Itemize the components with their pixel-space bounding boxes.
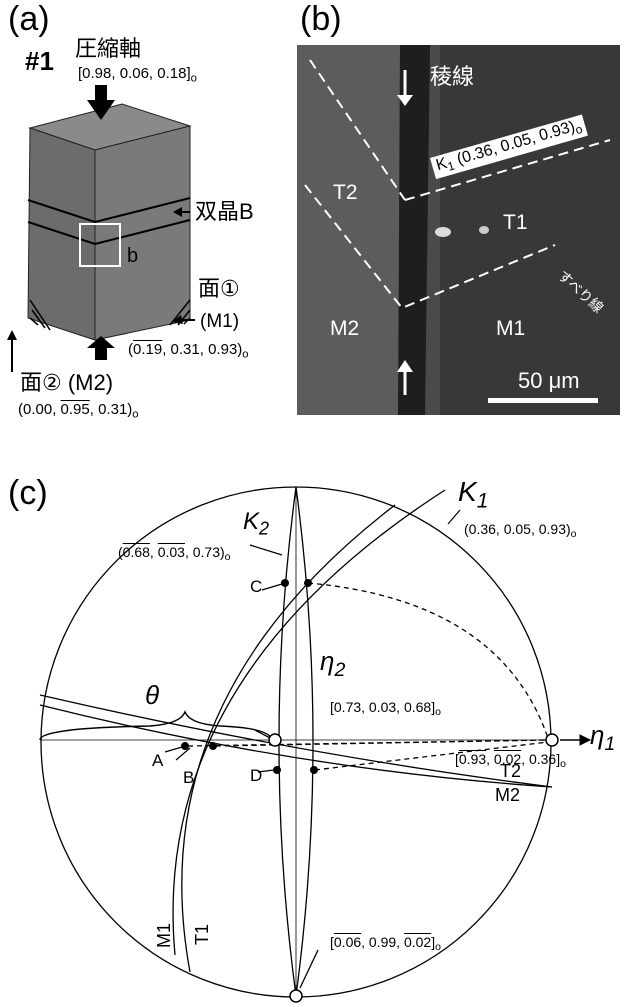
index: 0.68	[404, 699, 431, 715]
face-name: (M1)	[200, 312, 239, 331]
k2-label: K2	[243, 510, 269, 537]
region-label: T1	[503, 212, 528, 233]
direction: [0.73, 0.03, 0.68]o	[330, 700, 441, 718]
index: 0.93	[539, 521, 566, 537]
index: 0.36	[529, 751, 556, 767]
separator: ,	[185, 544, 193, 560]
subscript: o	[132, 408, 138, 420]
separator: ,	[361, 934, 369, 950]
k1-label: K1	[458, 478, 488, 511]
separator: ,	[396, 934, 404, 950]
direction: (0.19, 0.31, 0.93)o	[128, 342, 249, 361]
panel-label: (a)	[8, 2, 50, 36]
subscript: o	[191, 72, 197, 84]
index: 0.31	[171, 341, 200, 358]
separator: ,	[90, 401, 98, 418]
theta-label: θ	[145, 682, 159, 708]
point-label: D	[250, 767, 262, 784]
index: 0.93	[459, 751, 486, 767]
direction: [0.06, 0.99, 0.02]o	[330, 935, 441, 953]
separator: ,	[486, 751, 494, 767]
region-label: M1	[496, 318, 525, 339]
sample-label: #1	[25, 48, 54, 74]
eta1-label: η1	[590, 722, 615, 754]
trace-label: T2	[500, 762, 521, 780]
index: 0.06	[120, 65, 149, 82]
region-label: T2	[333, 182, 358, 203]
point-label: C	[250, 578, 262, 595]
separator: ,	[496, 521, 504, 537]
point-label: A	[152, 752, 163, 769]
axis-title: 圧縮軸	[75, 38, 141, 60]
subscript: 2	[259, 518, 269, 538]
index: 0.73	[334, 699, 361, 715]
separator: ,	[149, 65, 157, 82]
face-label: 面② (M2)	[20, 372, 113, 394]
subscript: 1	[604, 733, 615, 755]
subscript: o	[571, 528, 577, 540]
symbol: K	[243, 508, 259, 535]
region-label: M2	[330, 318, 359, 339]
point-label: B	[183, 769, 194, 786]
index: 0.68	[123, 544, 150, 560]
index: 0.99	[369, 934, 396, 950]
direction: (0.36, 0.05, 0.93)o	[464, 522, 577, 540]
stereogram	[40, 487, 552, 997]
panel-label: (b)	[300, 2, 342, 36]
eta2-label: η2	[320, 648, 345, 680]
index: 0.98	[82, 65, 111, 82]
direction: (0.00, 0.95, 0.31)o	[18, 402, 139, 421]
index: 0.03	[369, 699, 396, 715]
separator: ,	[200, 341, 208, 358]
scale-label: 50 μm	[518, 370, 580, 392]
face-label: 面①	[198, 278, 240, 300]
separator: ,	[111, 65, 119, 82]
subscript: 2	[334, 659, 345, 681]
index: 0.02	[404, 934, 431, 950]
subscript: o	[435, 706, 441, 718]
index: 0.95	[61, 401, 90, 418]
separator: ,	[361, 699, 369, 715]
separator: ,	[162, 341, 170, 358]
index: 0.19	[133, 341, 162, 358]
twin-label: 双晶B	[195, 201, 254, 223]
micrograph	[297, 45, 620, 415]
ridge-label: 稜線	[430, 66, 474, 88]
separator: ,	[521, 751, 529, 767]
trace-label: T1	[193, 924, 211, 945]
index: 0.05	[504, 521, 531, 537]
index: 0.73	[193, 544, 220, 560]
trace-label: M2	[495, 786, 520, 804]
separator: ,	[150, 544, 158, 560]
index: 0.00	[23, 401, 52, 418]
graphics	[0, 0, 640, 1007]
direction: (0.68, 0.03, 0.73)o	[118, 545, 231, 563]
separator: ,	[396, 699, 404, 715]
index: 0.93	[208, 341, 237, 358]
subscript: o	[242, 348, 248, 360]
symbol: η	[590, 720, 604, 750]
direction: [0.98, 0.06, 0.18]o	[78, 66, 197, 85]
subscript: o	[225, 551, 231, 563]
index: 0.06	[334, 934, 361, 950]
symbol: η	[320, 646, 334, 676]
symbol: K	[458, 476, 477, 507]
separator: ,	[531, 521, 539, 537]
subscript: 1	[477, 489, 489, 512]
index: 0.18	[157, 65, 186, 82]
subscript: o	[435, 941, 441, 953]
index: 0.03	[158, 544, 185, 560]
trace-label: M1	[155, 923, 173, 948]
panel-label: (c)	[8, 476, 48, 510]
figure: (a) #1 圧縮軸 [0.98, 0.06, 0.18]o 双晶B b 面① (M1) (0.…	[0, 0, 640, 1007]
index: 0.36	[469, 521, 496, 537]
subscript: o	[560, 758, 566, 770]
crystal	[28, 104, 190, 340]
box-label: b	[127, 246, 138, 266]
separator: ,	[52, 401, 60, 418]
index: 0.31	[98, 401, 127, 418]
